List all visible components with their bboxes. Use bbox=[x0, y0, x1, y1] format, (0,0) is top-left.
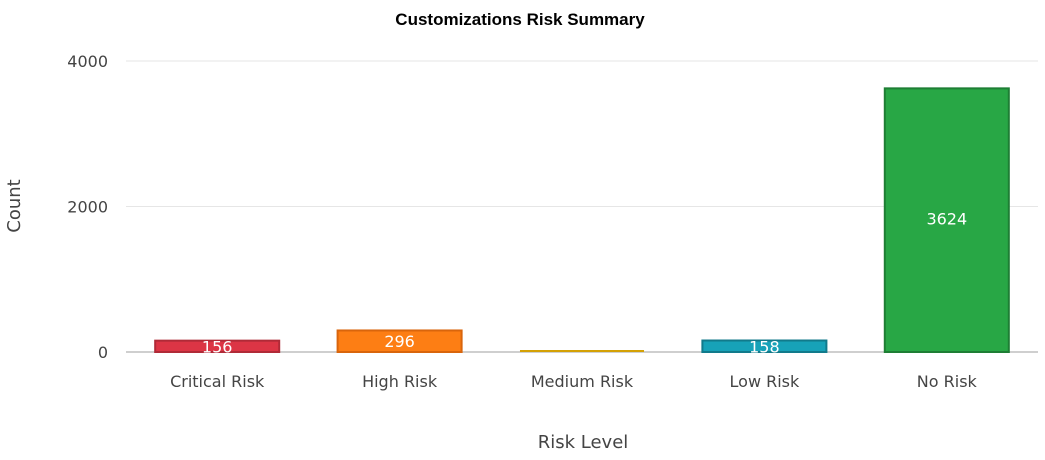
y-tick-label: 0 bbox=[98, 343, 108, 362]
chart-title: Customizations Risk Summary bbox=[395, 10, 645, 29]
data-label: 296 bbox=[384, 332, 415, 351]
x-tick-label: High Risk bbox=[362, 372, 438, 391]
data-label: 158 bbox=[749, 337, 780, 356]
y-tick-label: 4000 bbox=[67, 52, 108, 71]
bar-low-risk[interactable] bbox=[701, 339, 828, 353]
x-tick-label: Low Risk bbox=[730, 372, 800, 391]
bar-no-risk[interactable] bbox=[883, 87, 1010, 353]
y-axis-label: Count bbox=[4, 179, 25, 232]
y-axis-ticks: 0 2000 4000 bbox=[67, 52, 108, 362]
x-axis-label: Risk Level bbox=[538, 432, 629, 453]
bar-critical-risk[interactable] bbox=[154, 339, 281, 354]
x-tick-label: Medium Risk bbox=[531, 372, 634, 391]
x-axis-ticks: Critical Risk High Risk Medium Risk Low Ris… bbox=[170, 372, 977, 391]
data-label: 3624 bbox=[926, 210, 967, 229]
x-tick-label: Critical Risk bbox=[170, 372, 265, 391]
bar-high-risk[interactable] bbox=[336, 329, 463, 354]
data-label: 156 bbox=[202, 337, 233, 356]
y-tick-label: 2000 bbox=[67, 198, 108, 217]
bars: 156 296 158 3624 bbox=[154, 87, 1010, 356]
x-tick-label: No Risk bbox=[917, 372, 978, 391]
